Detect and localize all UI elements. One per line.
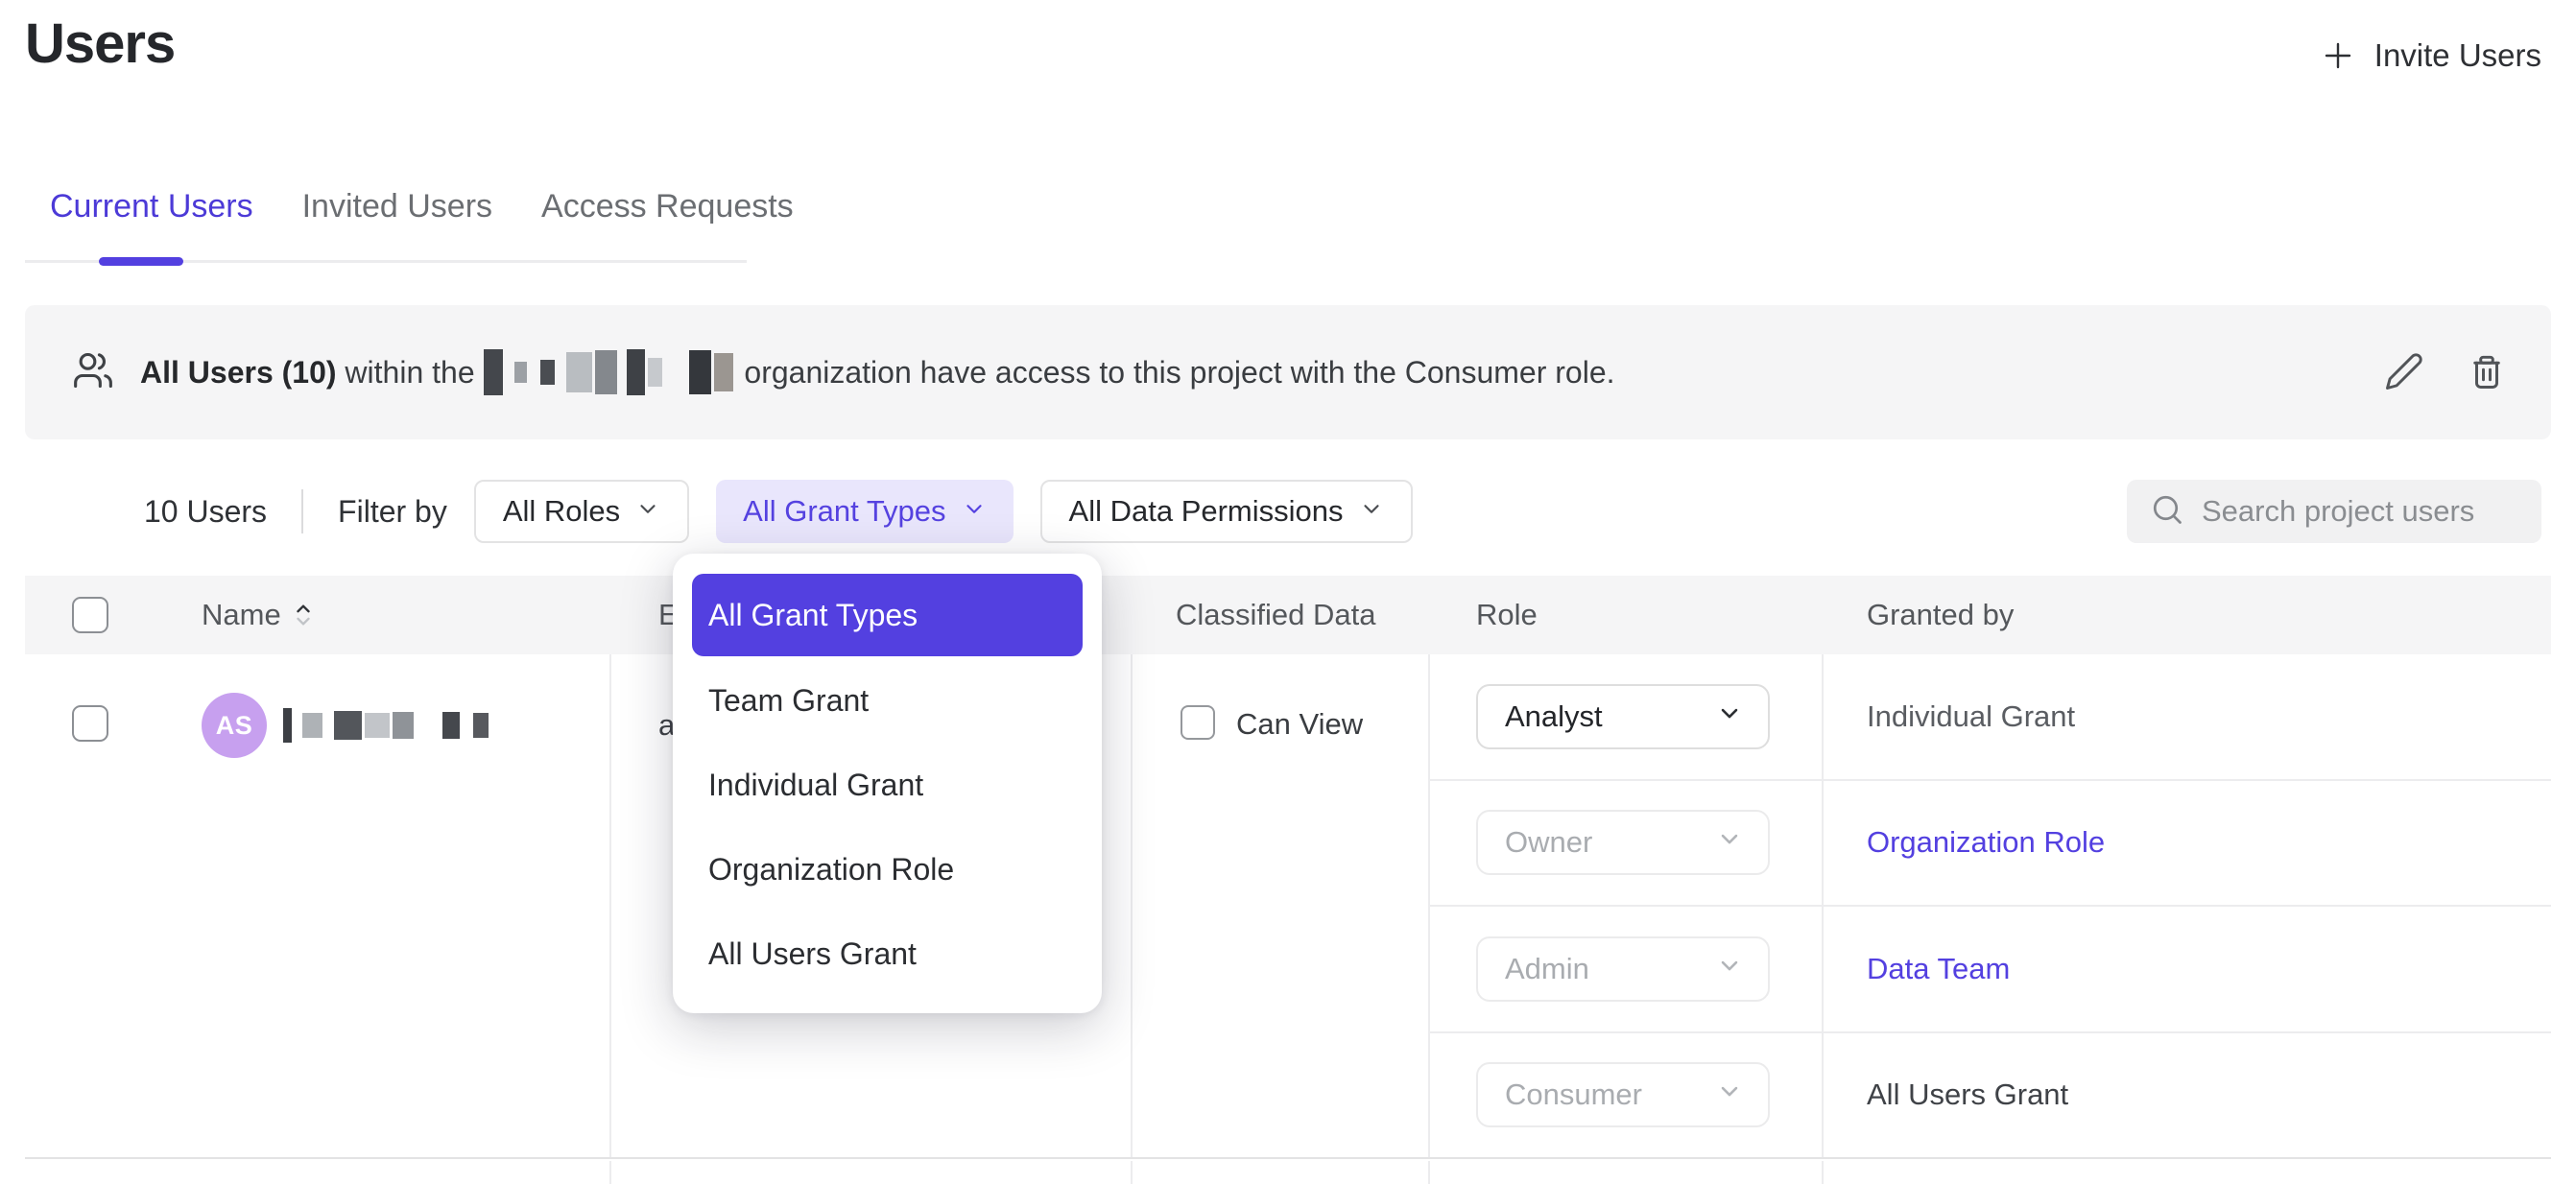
sort-icon[interactable] (293, 601, 314, 629)
search-icon (2150, 492, 2184, 532)
dropdown-item-team-grant[interactable]: Team Grant (708, 682, 870, 718)
role-select-admin: Admin (1476, 935, 1770, 1002)
trash-icon (2467, 351, 2507, 394)
chevron-down-icon (635, 494, 660, 529)
chevron-down-icon (1716, 1077, 1743, 1112)
column-header-name: Name (202, 598, 281, 631)
dropdown-item-all-users-grant[interactable]: All Users Grant (708, 935, 917, 971)
grant-subrow: Admin Data Team (1430, 905, 2551, 1031)
can-view-label: Can View (1236, 707, 1364, 741)
all-grant-types-filter-button[interactable]: All Grant Types (716, 480, 1014, 543)
banner-message: All Users (10) within the organization h… (140, 349, 1615, 395)
redacted-org-name (483, 349, 736, 395)
dropdown-item-all-grant-types[interactable]: All Grant Types (692, 574, 1083, 656)
banner-bold: All Users (10) (140, 354, 337, 390)
chevron-down-icon (1716, 825, 1743, 860)
plus-icon (2321, 38, 2355, 73)
column-header-role: Role (1476, 598, 1538, 631)
banner-actions (2384, 351, 2507, 394)
table-row: AS a Can View Analyst Individual Grant (25, 654, 2551, 1159)
email-cell: a (611, 654, 1133, 1157)
invite-users-label: Invite Users (2373, 37, 2541, 73)
column-header-classified-data: Classified Data (1176, 598, 1376, 631)
chevron-down-icon (1716, 952, 1743, 986)
redacted-user-name (283, 693, 491, 758)
page-title: Users (25, 12, 176, 75)
active-tab-indicator (99, 257, 183, 266)
table-header: Name Email Classified Data Role Granted … (25, 576, 2551, 654)
column-header-granted-by: Granted by (1867, 598, 2015, 631)
users-count: 10 Users (144, 493, 268, 529)
filter-by-label: Filter by (338, 493, 447, 529)
tab-access-requests[interactable]: Access Requests (541, 188, 794, 225)
search-input[interactable] (2202, 494, 2576, 529)
tab-current-users[interactable]: Current Users (50, 188, 253, 225)
grant-subrow: Owner Organization Role (1430, 778, 2551, 905)
all-users-banner: All Users (10) within the organization h… (25, 305, 2551, 439)
granted-by-organization-role-link[interactable]: Organization Role (1867, 825, 2106, 860)
table-row-partial (25, 1161, 2551, 1184)
tab-bar: Current Users Invited Users Access Reque… (25, 188, 794, 266)
granted-by-individual-grant: Individual Grant (1867, 699, 2076, 733)
tab-invited-users[interactable]: Invited Users (301, 188, 493, 225)
avatar: AS (202, 693, 267, 758)
chevron-down-icon (962, 494, 987, 529)
invite-users-button[interactable]: Invite Users (2321, 31, 2541, 81)
dropdown-item-organization-role[interactable]: Organization Role (708, 851, 955, 887)
filter-row: 10 Users Filter by All Roles All Grant T… (144, 480, 1413, 543)
divider (301, 489, 304, 533)
row-checkbox[interactable] (72, 705, 108, 742)
classified-data-cell: Can View (1133, 654, 1430, 1157)
chevron-down-icon (1716, 699, 1743, 734)
search-box (2127, 480, 2576, 543)
delete-grant-button[interactable] (2467, 351, 2507, 394)
grant-subrow: Consumer All Users Grant (1430, 1030, 2551, 1157)
role-select-owner: Owner (1476, 810, 1770, 876)
pencil-icon (2384, 351, 2424, 394)
edit-grant-button[interactable] (2384, 351, 2424, 394)
granted-by-data-team-link[interactable]: Data Team (1867, 951, 2011, 985)
users-icon (71, 349, 115, 396)
all-roles-filter-button[interactable]: All Roles (473, 480, 690, 543)
dropdown-item-individual-grant[interactable]: Individual Grant (708, 767, 924, 802)
role-select-consumer: Consumer (1476, 1062, 1770, 1128)
granted-by-all-users-grant: All Users Grant (1867, 1077, 2069, 1112)
grant-subrow: Analyst Individual Grant (1430, 654, 2551, 779)
can-view-checkbox[interactable] (1181, 705, 1215, 740)
select-all-checkbox[interactable] (72, 597, 108, 633)
all-data-permissions-filter-button[interactable]: All Data Permissions (1039, 480, 1413, 543)
chevron-down-icon (1359, 494, 1384, 529)
role-select-analyst[interactable]: Analyst (1476, 683, 1770, 749)
grant-types-dropdown-menu: All Grant Types Team Grant Individual Gr… (673, 554, 1102, 1013)
